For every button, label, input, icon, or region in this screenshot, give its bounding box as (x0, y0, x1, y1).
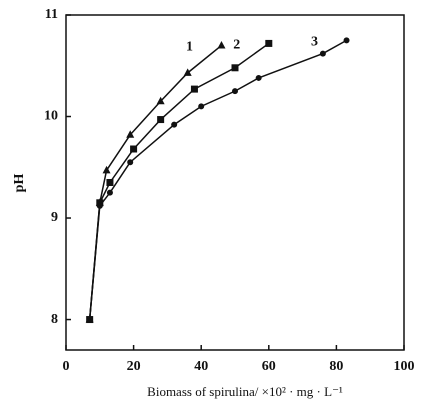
point (106, 189, 113, 196)
series-label: 1 (186, 40, 193, 55)
point (126, 130, 135, 138)
point (156, 96, 165, 105)
x-tick-label: 40 (194, 359, 208, 374)
point (96, 199, 104, 207)
y-tick-label: 10 (44, 109, 58, 124)
point (102, 165, 111, 174)
series-label: 3 (311, 35, 318, 50)
x-tick-label: 100 (394, 359, 415, 374)
point (198, 103, 205, 110)
point (190, 85, 198, 93)
series-label: 2 (233, 38, 240, 53)
point (157, 116, 165, 124)
point (232, 88, 238, 95)
point (265, 39, 273, 47)
point (343, 37, 350, 44)
x-tick-label: 0 (63, 359, 70, 374)
point (106, 179, 114, 186)
point (96, 202, 103, 209)
point (255, 74, 262, 81)
y-axis-label: pH (12, 174, 27, 193)
point (231, 64, 239, 72)
point (127, 159, 134, 166)
x-axis-label: Biomass of spirulina/ ×10² · mg · L⁻¹ (147, 384, 343, 399)
y-tick-label: 11 (45, 7, 58, 22)
point (86, 316, 93, 323)
point (183, 68, 192, 76)
point (319, 50, 326, 57)
y-tick-label: 8 (51, 312, 58, 327)
x-tick-label: 60 (262, 359, 276, 374)
point (130, 145, 138, 153)
series-line (88, 39, 347, 320)
x-tick-label: 20 (127, 359, 141, 374)
point (217, 40, 226, 49)
point (171, 121, 178, 128)
y-tick-label: 9 (51, 210, 58, 225)
plot-frame (65, 14, 405, 351)
x-tick-label: 80 (329, 359, 343, 374)
